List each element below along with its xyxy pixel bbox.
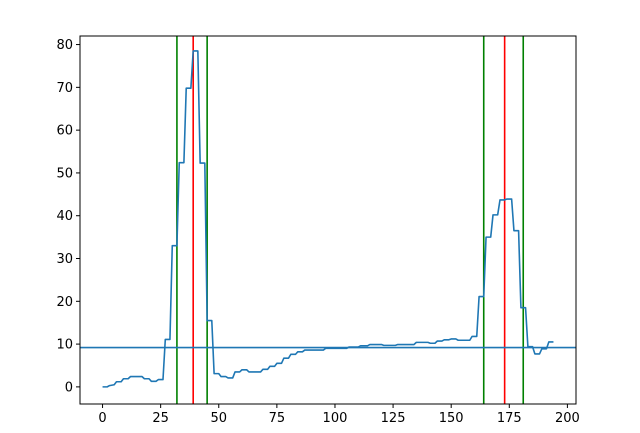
- y-tick-label: 80: [56, 38, 73, 53]
- x-tick-label: 50: [210, 411, 227, 426]
- plot-area: [80, 36, 576, 404]
- y-tick-label: 40: [56, 209, 73, 224]
- series-line: [102, 50, 554, 388]
- x-tick-label: 175: [497, 411, 522, 426]
- x-tick-label: 25: [152, 411, 169, 426]
- x-tick-label: 0: [98, 411, 106, 426]
- x-tick-label: 125: [381, 411, 406, 426]
- y-tick-label: 10: [56, 338, 73, 353]
- x-tick-label: 100: [323, 411, 348, 426]
- y-tick-label: 20: [56, 295, 73, 310]
- axes: 0 25 50 75 100 125 150 175 200 0 10 20 30 40 50 60 70 80: [56, 38, 579, 426]
- axes-frame: [79, 35, 577, 405]
- y-tick-label: 0: [65, 380, 73, 395]
- y-tick-label: 70: [56, 81, 73, 96]
- x-tick-label: 200: [555, 411, 580, 426]
- x-tick-label: 75: [269, 411, 286, 426]
- x-tick-label: 150: [439, 411, 464, 426]
- y-tick-label: 60: [56, 124, 73, 139]
- y-tick-label: 30: [56, 252, 73, 267]
- y-tick-label: 50: [56, 166, 73, 181]
